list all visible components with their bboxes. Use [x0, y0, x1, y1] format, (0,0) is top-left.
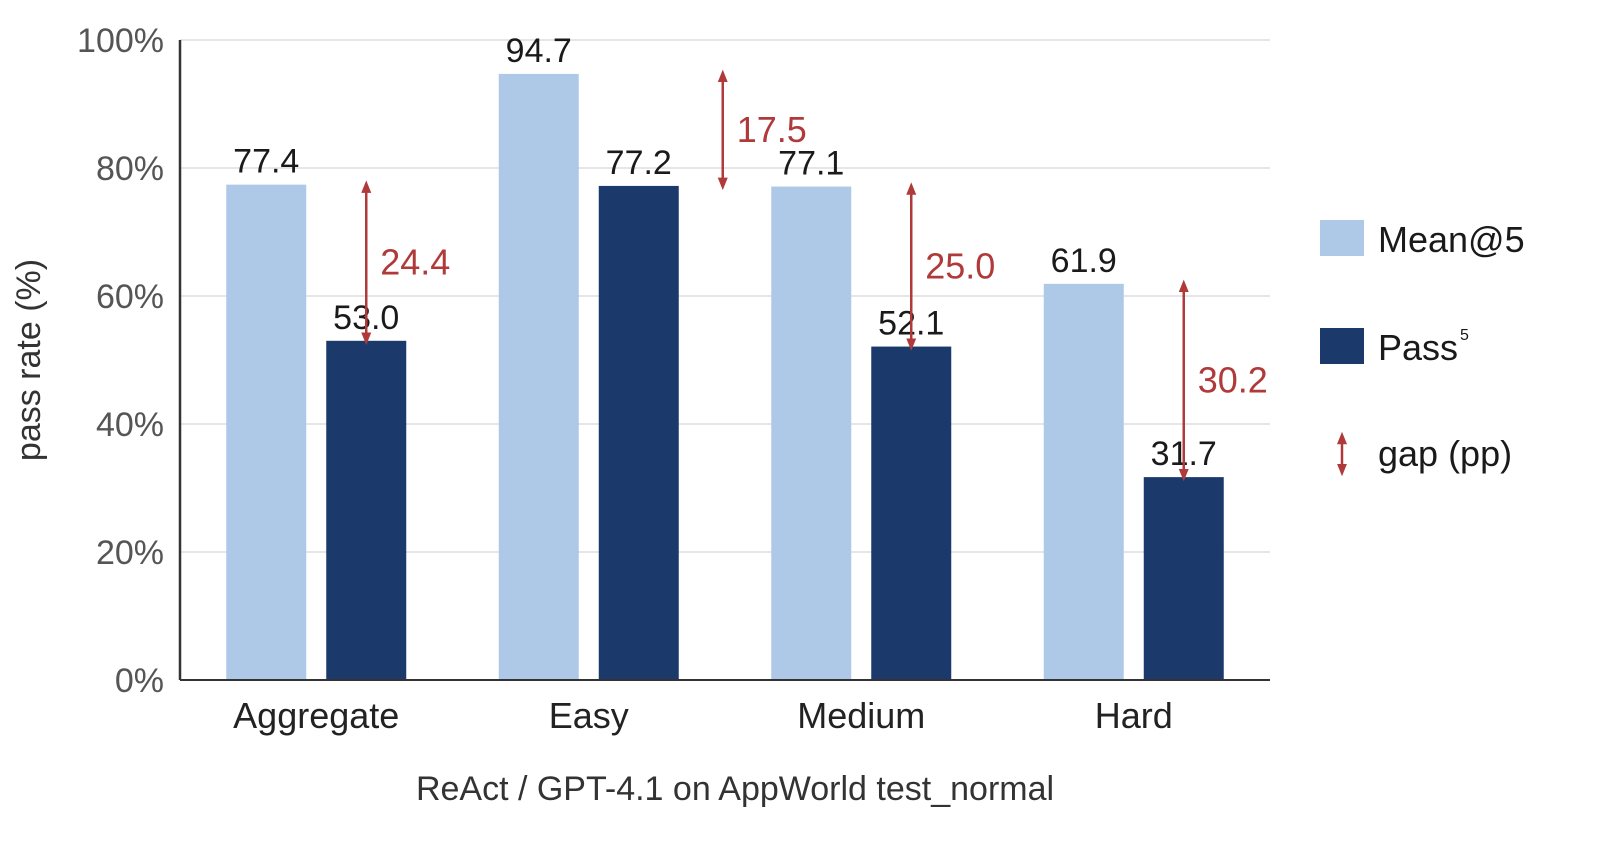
- legend-label: Pass: [1378, 327, 1458, 368]
- y-tick-label: 80%: [96, 150, 164, 188]
- legend-gap-label: gap (pp): [1378, 433, 1512, 474]
- x-tick-label: Hard: [1095, 695, 1173, 736]
- y-tick-label: 40%: [96, 406, 164, 444]
- labels: 77.453.024.494.777.217.577.152.125.0 61.9…: [233, 32, 1268, 482]
- legend: Mean@5 Pass 5 gap (pp): [1320, 219, 1525, 477]
- bar-mean-5-aggregate: [226, 184, 307, 680]
- value-label: 77.1: [778, 145, 844, 183]
- value-label: 77.4: [233, 143, 299, 181]
- bar-pass-easy: [598, 185, 679, 681]
- gap-label: 30.2: [1198, 359, 1268, 400]
- bars: [226, 73, 1224, 681]
- legend-superscript: 5: [1460, 327, 1469, 344]
- bar-mean-5-hard: [1043, 283, 1124, 680]
- bar-mean-5-easy: [498, 73, 579, 681]
- y-axis-title: pass rate (%): [10, 259, 48, 461]
- x-tick-label: Aggregate: [233, 695, 399, 736]
- gap-label: 25.0: [925, 246, 995, 287]
- gap-label: 24.4: [380, 242, 450, 283]
- value-label: 77.2: [606, 144, 672, 182]
- y-tick-label: 0%: [115, 662, 164, 700]
- bar-pass-aggregate: [326, 340, 407, 680]
- x-tick-label: Medium: [797, 695, 925, 736]
- bar-pass-hard: [1143, 477, 1224, 680]
- x-tick-label: Easy: [549, 695, 629, 736]
- legend-swatch: [1320, 220, 1364, 256]
- x-axis-title: ReAct / GPT-4.1 on AppWorld test_normal: [416, 770, 1054, 808]
- gap-label: 17.5: [737, 109, 807, 150]
- y-tick-label: 60%: [96, 278, 164, 316]
- value-label: 61.9: [1051, 242, 1117, 280]
- y-tick-label: 20%: [96, 534, 164, 572]
- legend-label: Mean@5: [1378, 219, 1525, 260]
- bar-pass-medium: [871, 346, 952, 680]
- value-label: 94.7: [506, 32, 572, 70]
- legend-swatch: [1320, 328, 1364, 364]
- axes: 0% 20% 40% 60% 80% 100% Aggregate Easy Medium Har…: [10, 22, 1270, 808]
- bar-mean-5-medium: [771, 186, 852, 680]
- y-tick-label: 100%: [77, 22, 164, 60]
